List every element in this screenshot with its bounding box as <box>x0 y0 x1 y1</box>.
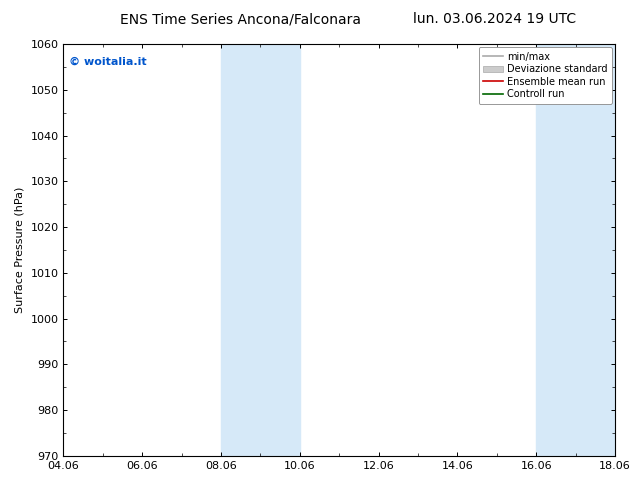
Text: lun. 03.06.2024 19 UTC: lun. 03.06.2024 19 UTC <box>413 12 576 26</box>
Text: ENS Time Series Ancona/Falconara: ENS Time Series Ancona/Falconara <box>120 12 361 26</box>
Bar <box>536 44 615 456</box>
Bar <box>221 44 300 456</box>
Y-axis label: Surface Pressure (hPa): Surface Pressure (hPa) <box>15 187 25 313</box>
Text: © woitalia.it: © woitalia.it <box>69 56 146 67</box>
Legend: min/max, Deviazione standard, Ensemble mean run, Controll run: min/max, Deviazione standard, Ensemble m… <box>479 47 612 104</box>
